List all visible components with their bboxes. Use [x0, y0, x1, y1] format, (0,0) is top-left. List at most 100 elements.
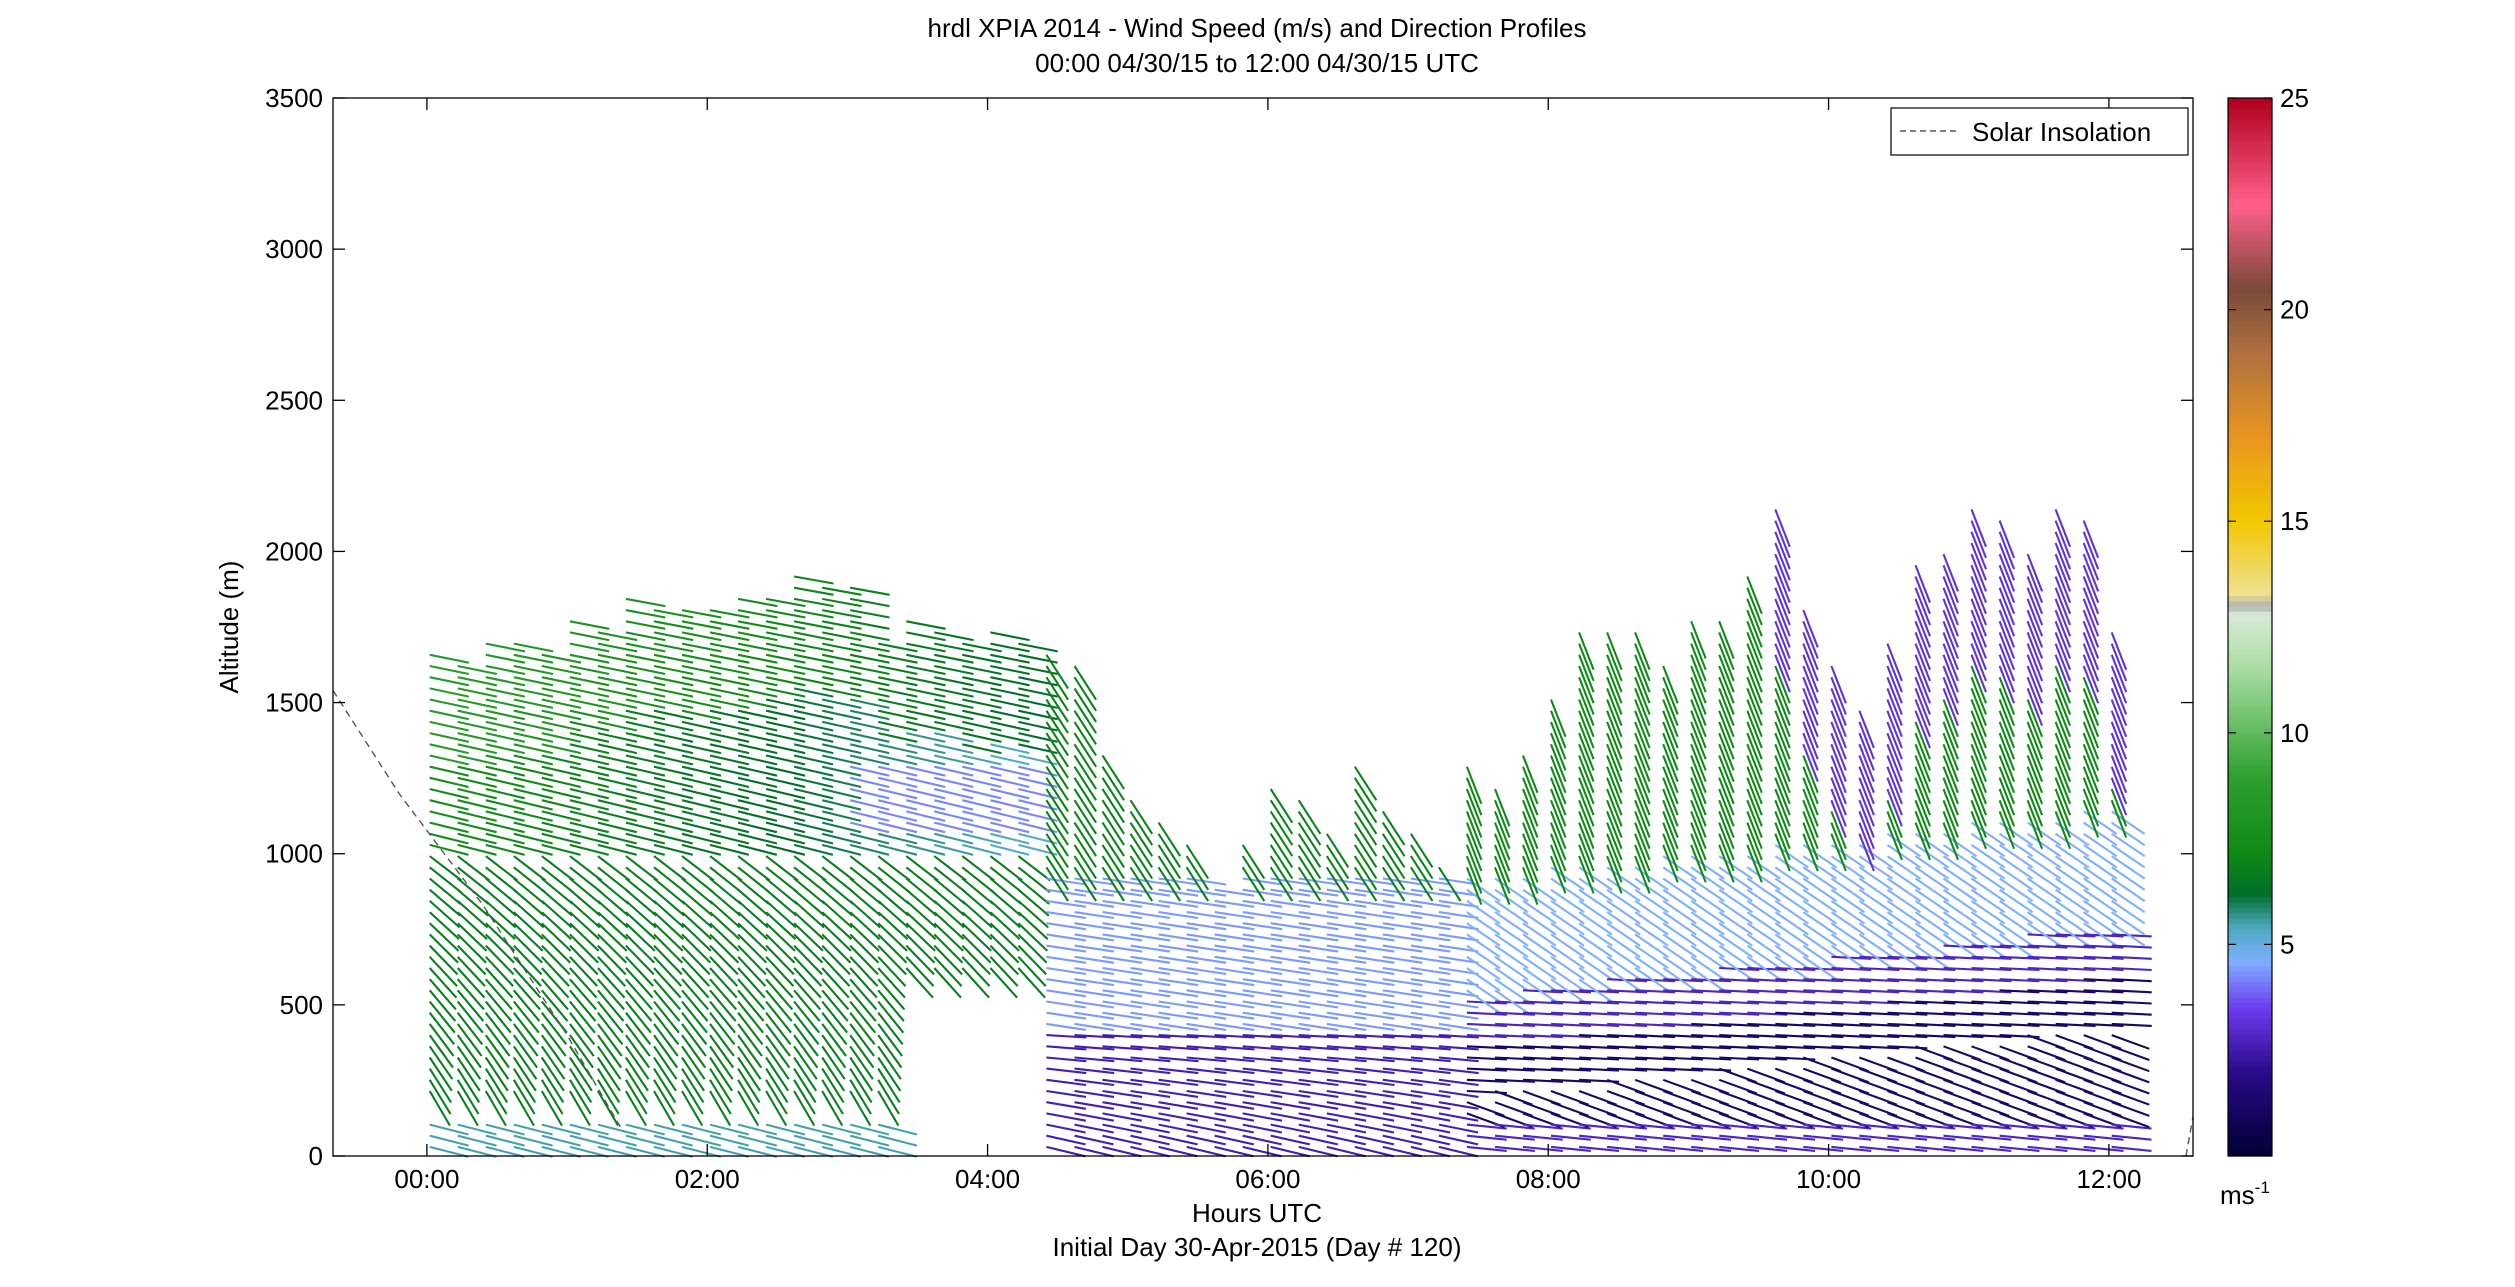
- wind-vector: [1774, 632, 1791, 671]
- wind-vector: [737, 821, 778, 834]
- wind-vector: [1298, 1034, 1339, 1039]
- wind-vector: [597, 687, 638, 698]
- wind-vector: [877, 866, 911, 894]
- wind-vector: [877, 810, 918, 822]
- wind-vector: [1494, 855, 1511, 894]
- wind-vector: [1466, 1045, 1507, 1050]
- wind-vector: [681, 1090, 704, 1127]
- wind-vector: [653, 653, 694, 664]
- wind-vector: [1186, 1101, 1227, 1110]
- wind-vector: [1578, 676, 1595, 715]
- wind-vector: [1887, 1123, 1928, 1130]
- wind-vector: [2082, 676, 2100, 715]
- wind-vector: [1550, 855, 1567, 894]
- wind-vector: [1382, 1022, 1423, 1031]
- wind-vector: [877, 776, 918, 789]
- wind-vector: [2026, 553, 2044, 592]
- wind-vector: [1382, 1011, 1423, 1020]
- wind-vector: [2054, 788, 2072, 827]
- wind-vector: [1942, 710, 1959, 749]
- wind-vector: [1607, 978, 1648, 983]
- wind-vector: [1746, 866, 1781, 891]
- colorbar-band: [2228, 161, 2272, 168]
- wind-vector: [1942, 922, 1978, 947]
- wind-vector: [1774, 665, 1791, 704]
- wind-vector: [1438, 1011, 1479, 1020]
- wind-vector: [1354, 922, 1395, 931]
- wind-vector: [1410, 955, 1451, 964]
- wind-vector: [849, 877, 882, 905]
- wind-vector: [1802, 799, 1819, 838]
- wind-vector: [429, 866, 462, 894]
- wind-vector: [1942, 688, 1959, 726]
- wind-vector: [1410, 1034, 1451, 1039]
- wind-vector: [1746, 632, 1763, 671]
- wind-vector: [597, 698, 638, 709]
- wind-vector: [1858, 743, 1875, 782]
- wind-vector: [989, 944, 1019, 976]
- wind-vector: [821, 1134, 862, 1147]
- wind-vector: [737, 743, 778, 755]
- wind-vector: [1410, 922, 1451, 931]
- wind-vector: [1297, 855, 1322, 891]
- wind-vector: [1774, 911, 1809, 936]
- wind-vector: [765, 877, 798, 905]
- wind-vector: [1382, 1000, 1423, 1009]
- wind-vector: [849, 1012, 876, 1046]
- wind-vector: [1970, 755, 1987, 794]
- wind-vector: [1129, 822, 1154, 857]
- wind-vector: [1578, 732, 1595, 771]
- wind-vector: [1410, 978, 1451, 987]
- wind-vector: [1102, 1089, 1143, 1098]
- colorbar-band: [2228, 600, 2272, 607]
- wind-vector: [2027, 966, 2068, 972]
- wind-vector: [569, 832, 609, 845]
- wind-vector: [597, 967, 626, 999]
- wind-vector: [681, 978, 709, 1011]
- wind-vector: [1410, 1089, 1451, 1098]
- wind-vector: [513, 832, 553, 845]
- wind-vector: [1914, 643, 1931, 682]
- wind-vector: [1550, 777, 1567, 816]
- wind-vector: [822, 620, 862, 630]
- wind-vector: [681, 1056, 705, 1092]
- wind-vector: [737, 609, 778, 619]
- wind-vector: [1914, 609, 1931, 648]
- wind-vector: [1662, 755, 1679, 794]
- wind-vector: [1914, 688, 1931, 726]
- wind-vector: [1634, 676, 1651, 715]
- wind-vector: [1830, 811, 1847, 850]
- wind-vector: [1802, 609, 1819, 648]
- wind-vector: [1073, 788, 1097, 824]
- wind-vector: [849, 944, 879, 976]
- wind-vector: [1858, 777, 1875, 816]
- wind-vector: [1662, 766, 1679, 805]
- wind-vector: [821, 832, 862, 845]
- wind-vector: [737, 597, 778, 608]
- wind-vector: [1915, 1034, 1956, 1039]
- colorbar-band: [2228, 611, 2272, 618]
- wind-vector: [569, 664, 610, 676]
- wind-vector: [709, 1090, 732, 1127]
- wind-vector: [1522, 1022, 1564, 1027]
- wind-vector: [1466, 978, 1501, 1003]
- wind-vector: [429, 676, 470, 687]
- colorbar-band: [2228, 1071, 2272, 1078]
- wind-vector: [1887, 989, 1928, 994]
- wind-vector: [569, 653, 610, 664]
- wind-vector: [1914, 587, 1931, 626]
- wind-vector: [569, 1023, 595, 1057]
- wind-vector: [484, 1000, 512, 1034]
- wind-vector: [1326, 1056, 1367, 1063]
- wind-vector: [1522, 1056, 1564, 1061]
- wind-vector: [1186, 989, 1227, 998]
- wind-vector: [512, 1045, 538, 1080]
- wind-vector: [1046, 978, 1087, 987]
- wind-vector: [2054, 732, 2072, 771]
- wind-vector: [1942, 609, 1959, 648]
- wind-vector: [513, 776, 554, 789]
- wind-vector: [2026, 598, 2044, 637]
- wind-vector: [1186, 1034, 1227, 1039]
- wind-vector: [1606, 933, 1641, 958]
